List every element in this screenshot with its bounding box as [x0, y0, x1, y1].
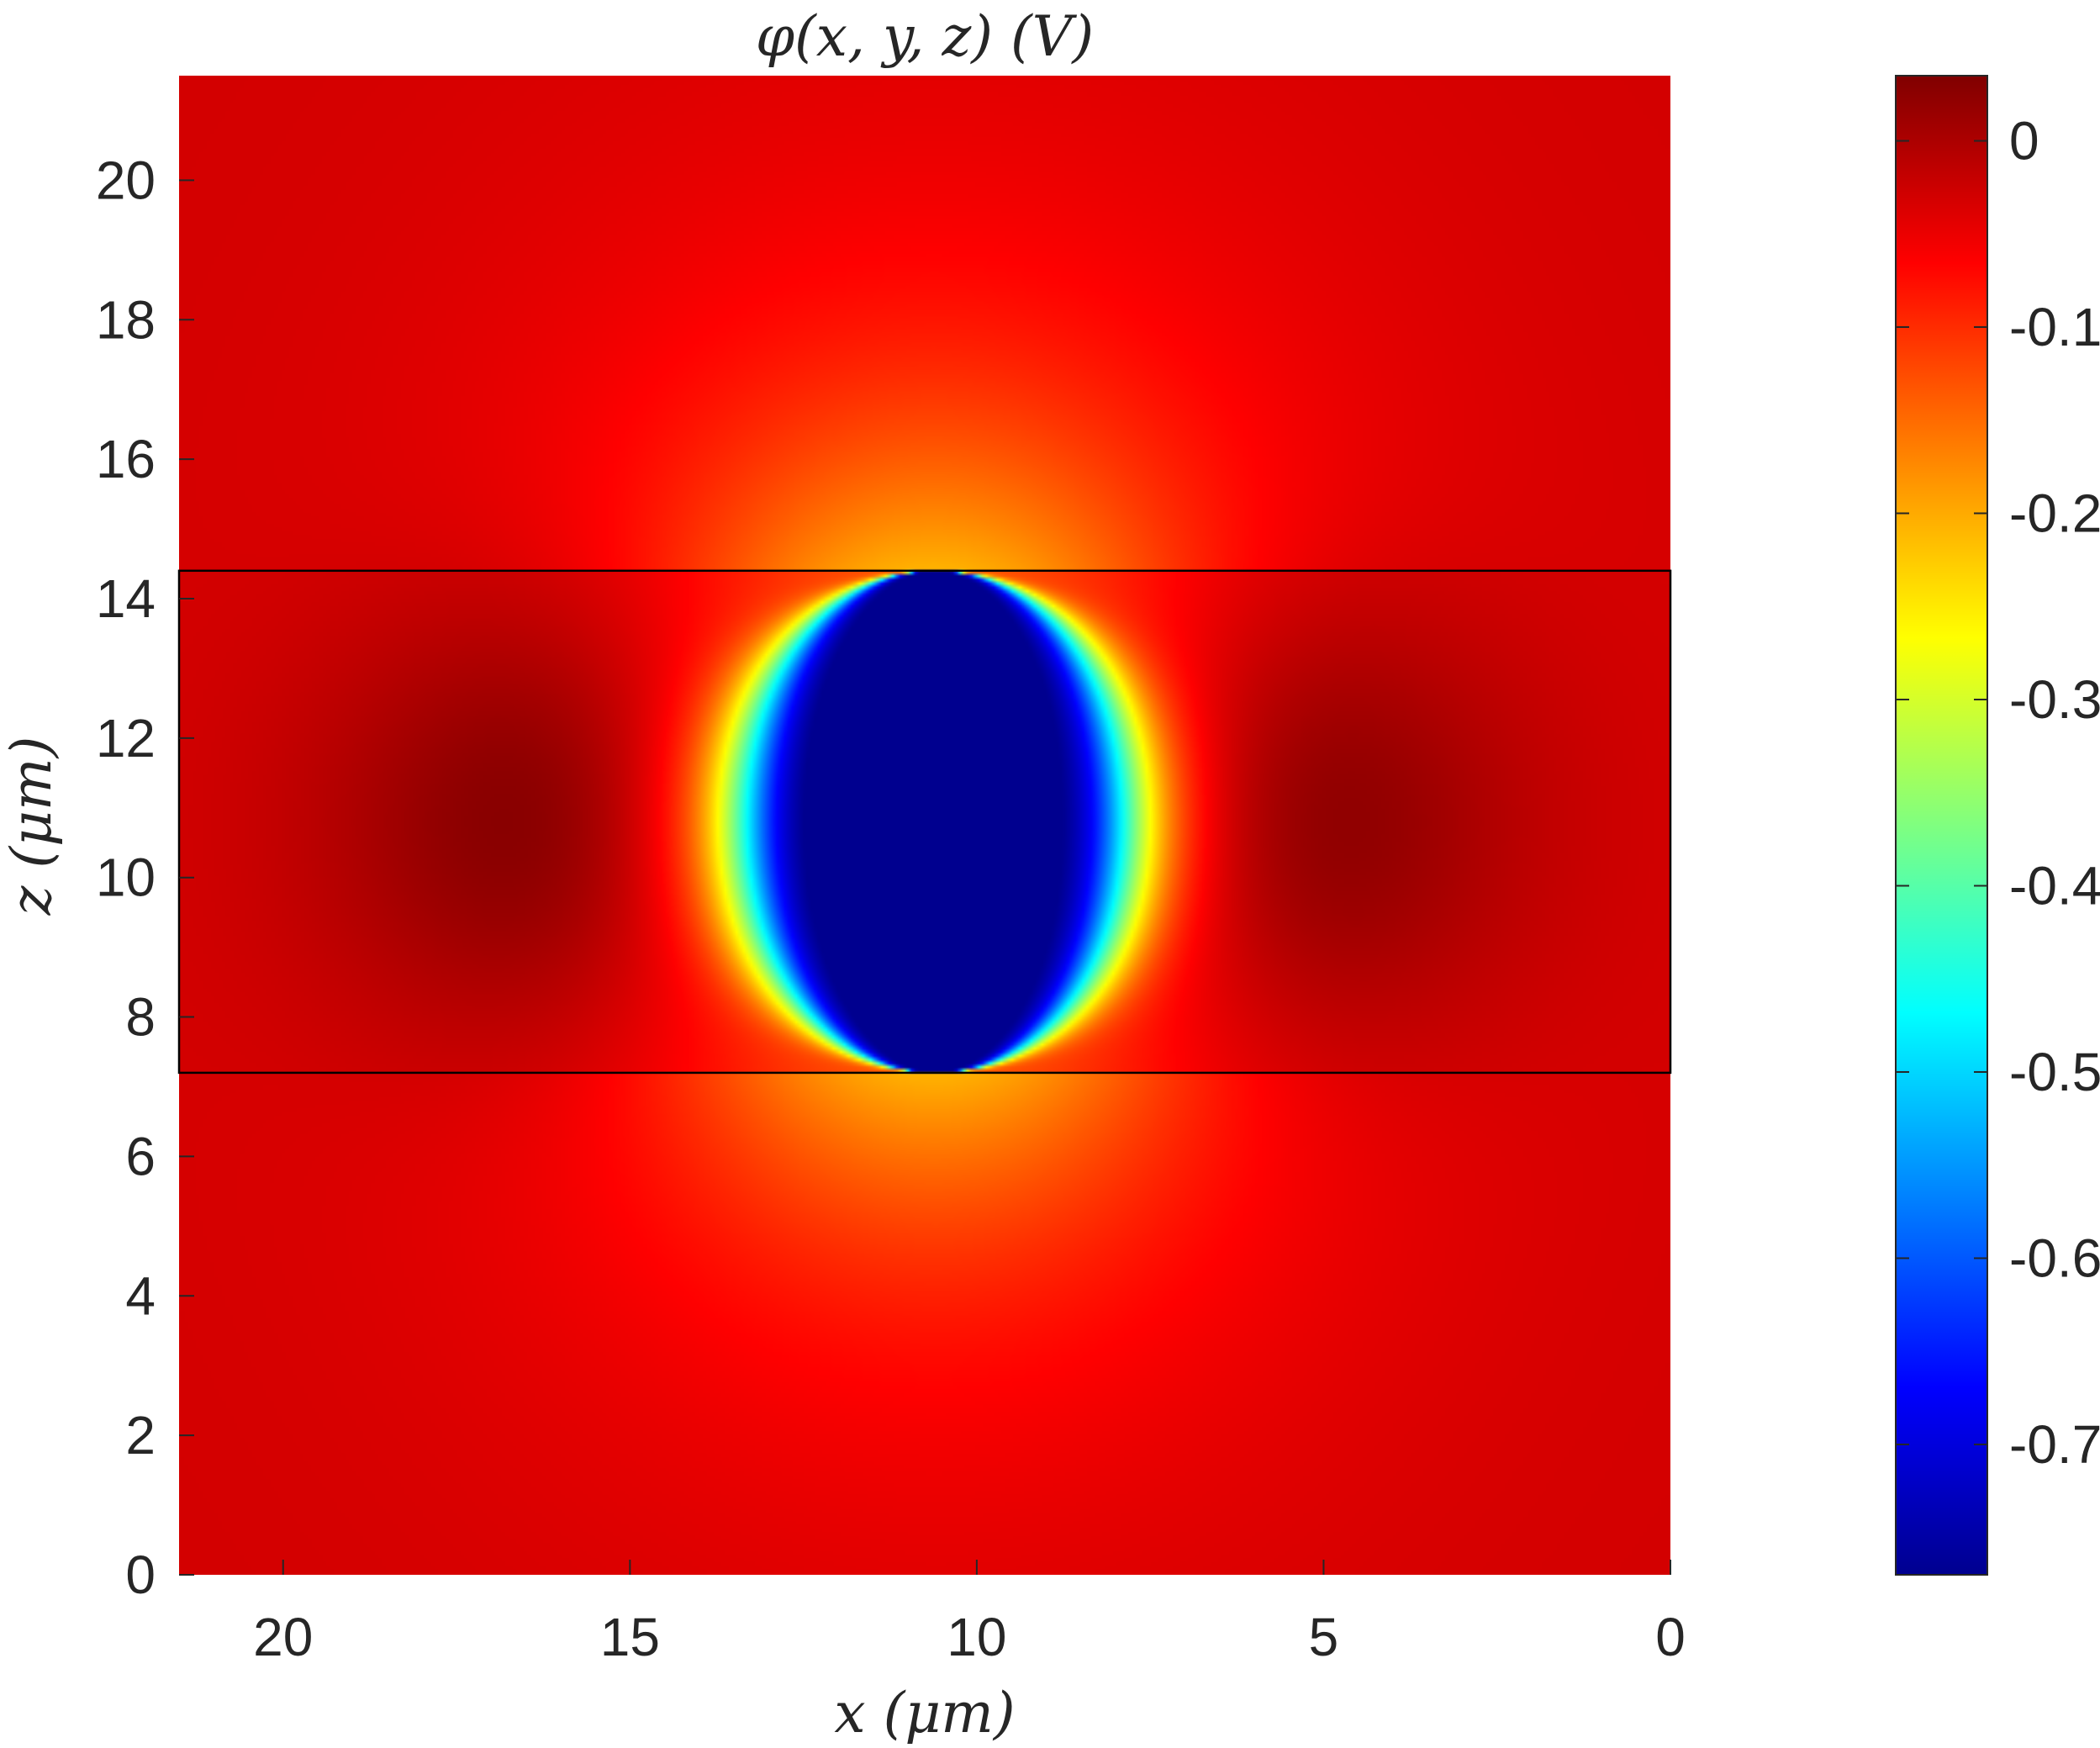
colorbar-tick-label: -0.3: [2009, 669, 2100, 730]
y-tick-label: 10: [96, 848, 156, 908]
region-outline: [177, 569, 1672, 1075]
y-tick-label: 14: [96, 568, 156, 629]
y-axis-label: z (μm): [0, 737, 64, 916]
x-tick-label: 10: [947, 1607, 1006, 1667]
colorbar-ticks: 0 -0.1 -0.2 -0.3 -0.4 -0.5 -0.6 -0.7: [1896, 111, 2100, 1475]
chart-title: φ(x, y, z) (V): [756, 4, 1094, 69]
colorbar-tick-label: -0.2: [2009, 483, 2100, 544]
y-tick-label: 16: [96, 429, 156, 489]
colorbar: [1895, 75, 1988, 1576]
y-tick-label: 2: [125, 1405, 156, 1465]
y-tick-label: 12: [96, 708, 156, 768]
colorbar-tick-label: -0.7: [2009, 1414, 2100, 1475]
y-tick-label: 8: [125, 987, 156, 1048]
colorbar-tick-label: 0: [2009, 111, 2039, 172]
colorbar-tick-label: -0.4: [2009, 855, 2100, 916]
x-tick-label: 15: [600, 1607, 660, 1667]
y-tick-label: 20: [96, 150, 156, 210]
y-tick-label: 6: [125, 1126, 156, 1186]
colorbar-tick-label: -0.1: [2009, 297, 2100, 357]
y-tick-label: 4: [125, 1265, 156, 1326]
y-tick-label: 0: [125, 1545, 156, 1605]
x-axis-ticks: 20 15 10 5 0: [253, 1560, 1686, 1667]
y-tick-label: 18: [96, 289, 156, 350]
x-tick-label: 0: [1655, 1607, 1686, 1667]
colorbar-tick-label: -0.5: [2009, 1042, 2100, 1102]
x-axis-label: x (μm): [834, 1681, 1015, 1745]
x-tick-label: 20: [253, 1607, 313, 1667]
colorbar-tick-label: -0.6: [2009, 1228, 2100, 1288]
x-tick-label: 5: [1309, 1607, 1339, 1667]
y-axis-ticks: 0 2 4 6 8 10 12 14 16 18 20: [96, 150, 194, 1605]
heatmap-field: [179, 76, 1670, 1575]
